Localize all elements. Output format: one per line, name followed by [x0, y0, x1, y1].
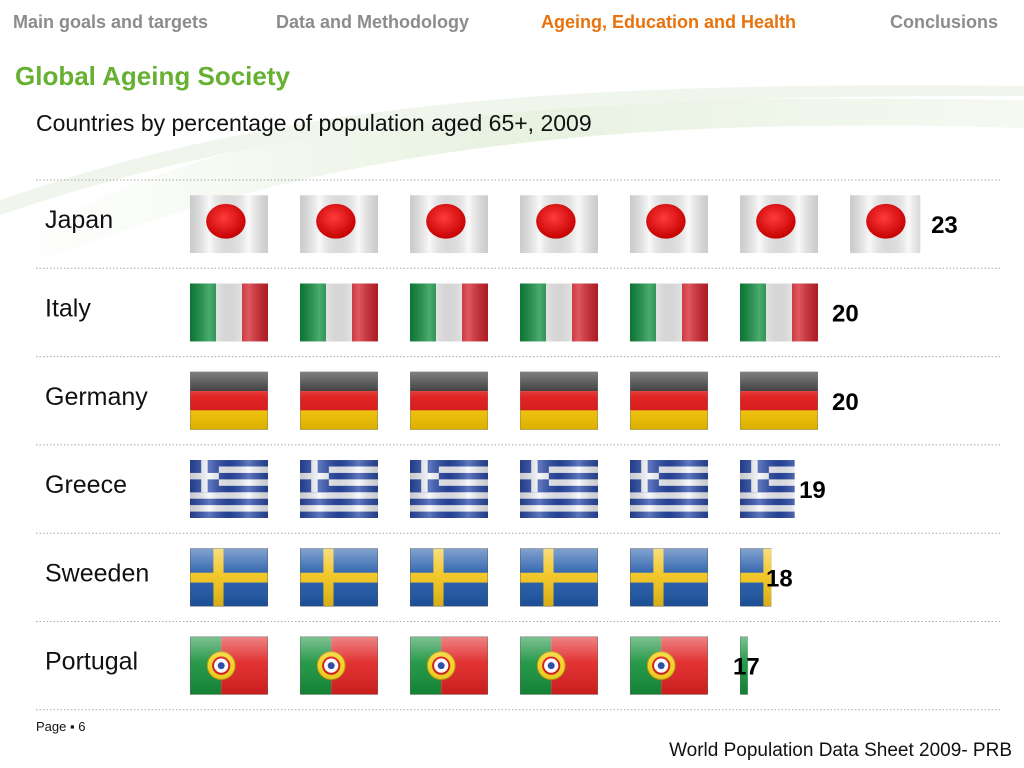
italy-flag-icon	[190, 283, 268, 342]
italy-flag-icon	[630, 283, 708, 342]
japan-flag-icon	[850, 195, 921, 254]
greece-flag-icon	[300, 460, 378, 519]
portugal-flag-icon	[740, 636, 748, 695]
portugal-flag-icon	[410, 636, 488, 695]
japan-flag-icon	[410, 195, 488, 254]
japan-flag-icon	[630, 195, 708, 254]
italy-flag-icon	[300, 283, 378, 342]
japan-flag-icon	[300, 195, 378, 254]
value-label: 20	[832, 300, 859, 327]
value-label: 19	[799, 477, 826, 504]
nav-conclusions[interactable]: Conclusions	[890, 12, 999, 32]
germany-flag-icon	[190, 371, 268, 430]
top-navigation: Main goals and targets Data and Methodol…	[0, 0, 1024, 46]
sweden-flag-icon	[520, 548, 598, 607]
sweden-flag-icon	[630, 548, 708, 607]
value-label: 18	[766, 565, 793, 592]
country-label: Italy	[45, 294, 91, 322]
japan-flag-icon	[520, 195, 598, 254]
sweden-flag-icon	[190, 548, 268, 607]
nav-ageing-education-health[interactable]: Ageing, Education and Health	[541, 12, 797, 32]
country-row: Italy 20	[45, 283, 859, 342]
germany-flag-icon	[410, 371, 488, 430]
italy-flag-icon	[740, 283, 818, 342]
germany-flag-icon	[740, 371, 818, 430]
country-row: Japan 23	[45, 195, 958, 254]
sweden-flag-icon	[300, 548, 378, 607]
country-label: Germany	[45, 383, 148, 411]
greece-flag-icon	[740, 460, 795, 519]
italy-flag-icon	[520, 283, 598, 342]
country-row: Greece 19	[45, 460, 826, 519]
germany-flag-icon	[300, 371, 378, 430]
germany-flag-icon	[630, 371, 708, 430]
country-row: Portugal 17	[45, 636, 760, 695]
value-label: 20	[832, 389, 859, 416]
country-label: Japan	[45, 206, 113, 234]
nav-main-goals[interactable]: Main goals and targets	[13, 12, 209, 32]
nav-data-methodology[interactable]: Data and Methodology	[276, 12, 469, 32]
sweden-flag-icon	[740, 548, 772, 607]
page-number: Page ▪ 6	[36, 719, 86, 734]
portugal-flag-icon	[520, 636, 598, 695]
greece-flag-icon	[410, 460, 488, 519]
country-row: Sweeden 18	[45, 548, 793, 607]
portugal-flag-icon	[300, 636, 378, 695]
sweden-flag-icon	[410, 548, 488, 607]
japan-flag-icon	[190, 195, 268, 254]
greece-flag-icon	[190, 460, 268, 519]
slide-title: Global Ageing Society	[15, 61, 290, 91]
greece-flag-icon	[520, 460, 598, 519]
japan-flag-icon	[740, 195, 818, 254]
portugal-flag-icon	[630, 636, 708, 695]
portugal-flag-icon	[190, 636, 268, 695]
germany-flag-icon	[520, 371, 598, 430]
value-label: 17	[733, 654, 760, 681]
greece-flag-icon	[630, 460, 708, 519]
country-label: Portugal	[45, 648, 138, 676]
value-label: 23	[931, 212, 958, 239]
country-label: Greece	[45, 471, 127, 499]
chart-subtitle: Countries by percentage of population ag…	[36, 110, 592, 136]
country-row: Germany 20	[45, 371, 859, 430]
country-label: Sweeden	[45, 559, 149, 587]
source-note: World Population Data Sheet 2009- PRB	[669, 740, 1012, 761]
italy-flag-icon	[410, 283, 488, 342]
